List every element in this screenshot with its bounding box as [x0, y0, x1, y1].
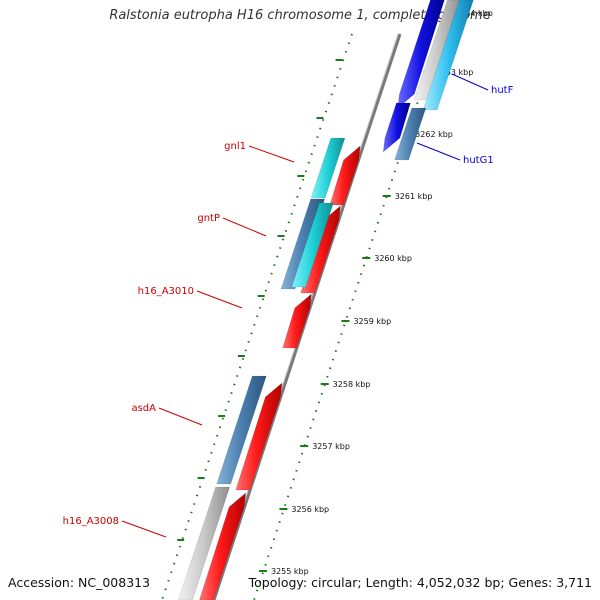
gene-steel-feature-2[interactable] [216, 375, 267, 485]
gene-label-hutf[interactable]: hutF [491, 85, 514, 96]
gene-sky-feature[interactable] [422, 0, 474, 111]
gene-hutG1-feature[interactable] [382, 102, 411, 153]
gene-hutF-feature[interactable] [397, 0, 445, 109]
gene-h16-a3010-feature[interactable] [282, 293, 312, 349]
gene-features [178, 0, 474, 600]
left-lane-guide [161, 33, 353, 600]
tick-label: 3258 kbp [333, 380, 371, 389]
gene-label-gnl1[interactable]: gnl1 [224, 141, 246, 152]
tick-label: 3264 kbp [455, 9, 493, 18]
gene-label-hutg1[interactable]: hutG1 [463, 155, 494, 166]
gene-label-asda[interactable]: asdA [131, 403, 156, 414]
topology-summary: Topology: circular; Length: 4,052,032 bp… [248, 575, 592, 590]
gene-label-leader [416, 142, 461, 161]
gene-label-leader [121, 520, 167, 538]
gene-label-leader [451, 73, 489, 91]
gene-label-h16_a3008[interactable]: h16_A3008 [63, 516, 119, 527]
gene-cyan-feature[interactable] [310, 137, 346, 199]
gene-cyan-feature-2[interactable] [291, 202, 334, 288]
tick-label: 3257 kbp [312, 442, 350, 451]
gene-label-leader [158, 407, 203, 426]
gene-label-leader [196, 290, 243, 309]
gene-label-gntp[interactable]: gntP [197, 213, 220, 224]
gene-label-leader [248, 145, 295, 163]
tick-label: 3256 kbp [291, 505, 329, 514]
gene-asdA-feature[interactable] [235, 382, 283, 491]
gene-gnl1-feature[interactable] [329, 145, 361, 206]
tick-label: 3260 kbp [374, 254, 412, 263]
accession-text: Accession: NC_008313 [8, 575, 151, 590]
gene-gray-feature-2[interactable] [413, 0, 462, 101]
tick-label: 3261 kbp [395, 192, 433, 201]
map-title: Ralstonia eutropha H16 chromosome 1, com… [109, 8, 491, 23]
gene-label-h16_a3010[interactable]: h16_A3010 [138, 286, 194, 297]
gene-label-layer: gnl1 gntP h16_A3010 asdA h16_A3008 hutF hutG1 [63, 73, 514, 538]
gene-steel-feature-3[interactable] [394, 107, 427, 161]
tick-label: 3259 kbp [353, 317, 391, 326]
tick-label: 3262 kbp [415, 130, 453, 139]
tick-label: 3255 kbp [271, 567, 309, 576]
gene-label-leader [222, 217, 267, 237]
tick-label: 3263 kbp [436, 68, 474, 77]
gene-gray-feature[interactable] [178, 486, 231, 600]
gene-h16-a3008-feature[interactable] [199, 492, 247, 600]
backbone-line [212, 33, 402, 600]
